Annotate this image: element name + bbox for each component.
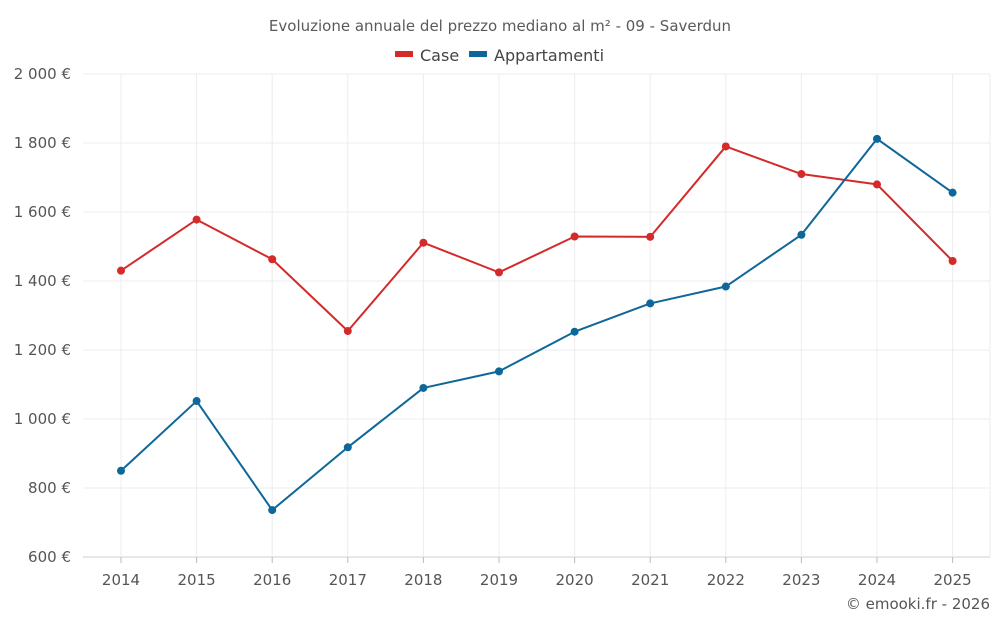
y-tick-label: 1 000 € [14,410,71,428]
legend-label-appartamenti: Appartamenti [494,46,604,65]
data-point-appartamenti [948,188,957,197]
legend-swatch-case [395,51,413,57]
x-tick-label: 2020 [556,571,594,589]
x-tick-label: 2021 [631,571,669,589]
series-line-case [120,145,954,333]
x-tick-label: 2022 [707,571,745,589]
legend-swatch-appartamenti [469,51,487,57]
data-point-case [570,232,579,241]
x-tick-label: 2017 [329,571,367,589]
legend: Case Appartamenti [395,46,604,65]
legend-label-case: Case [420,46,459,65]
data-point-appartamenti [797,230,806,239]
data-point-case [419,238,428,247]
axes: 600 € 800 € 1 000 € 1 200 € 1 400 € 1 600 € 1 … [14,65,972,589]
y-tick-label: 800 € [28,479,71,497]
data-point-appartamenti [646,299,655,308]
data-point-case [873,180,881,189]
data-point-appartamenti [570,327,579,336]
data-point-appartamenti [873,134,881,143]
x-tick-label: 2014 [102,571,140,589]
data-point-case [721,142,730,151]
data-point-case [268,255,277,264]
data-point-appartamenti [117,466,125,475]
footer-credit: © emooki.fr - 2026 [846,595,990,613]
x-tick-label: 2018 [404,571,442,589]
y-tick-label: 2 000 € [14,65,71,83]
data-point-appartamenti [721,282,730,291]
data-point-case [117,266,125,275]
chart-title: Evoluzione annuale del prezzo mediano al… [269,17,731,35]
data-point-case [797,170,806,179]
y-tick-label: 1 400 € [14,272,71,290]
data-point-appartamenti [419,383,428,392]
series-line-appartamenti [120,137,954,512]
data-point-appartamenti [343,443,352,452]
y-tick-label: 1 200 € [14,341,71,359]
data-point-case [948,256,957,265]
data-point-appartamenti [268,506,277,515]
x-tick-label: 2015 [178,571,216,589]
data-point-appartamenti [192,397,201,406]
x-tick-label: 2025 [934,571,972,589]
y-tick-label: 1 800 € [14,134,71,152]
data-point-case [343,327,352,336]
x-tick-label: 2024 [858,571,896,589]
x-tick-label: 2019 [480,571,518,589]
y-tick-label: 1 600 € [14,203,71,221]
data-point-appartamenti [495,367,503,376]
y-tick-label: 600 € [28,548,71,566]
series-layer [117,134,957,515]
x-tick-label: 2016 [253,571,291,589]
data-point-case [192,215,201,224]
data-point-case [495,268,503,277]
data-point-case [646,232,655,241]
x-tick-label: 2023 [782,571,820,589]
grid [83,73,991,558]
